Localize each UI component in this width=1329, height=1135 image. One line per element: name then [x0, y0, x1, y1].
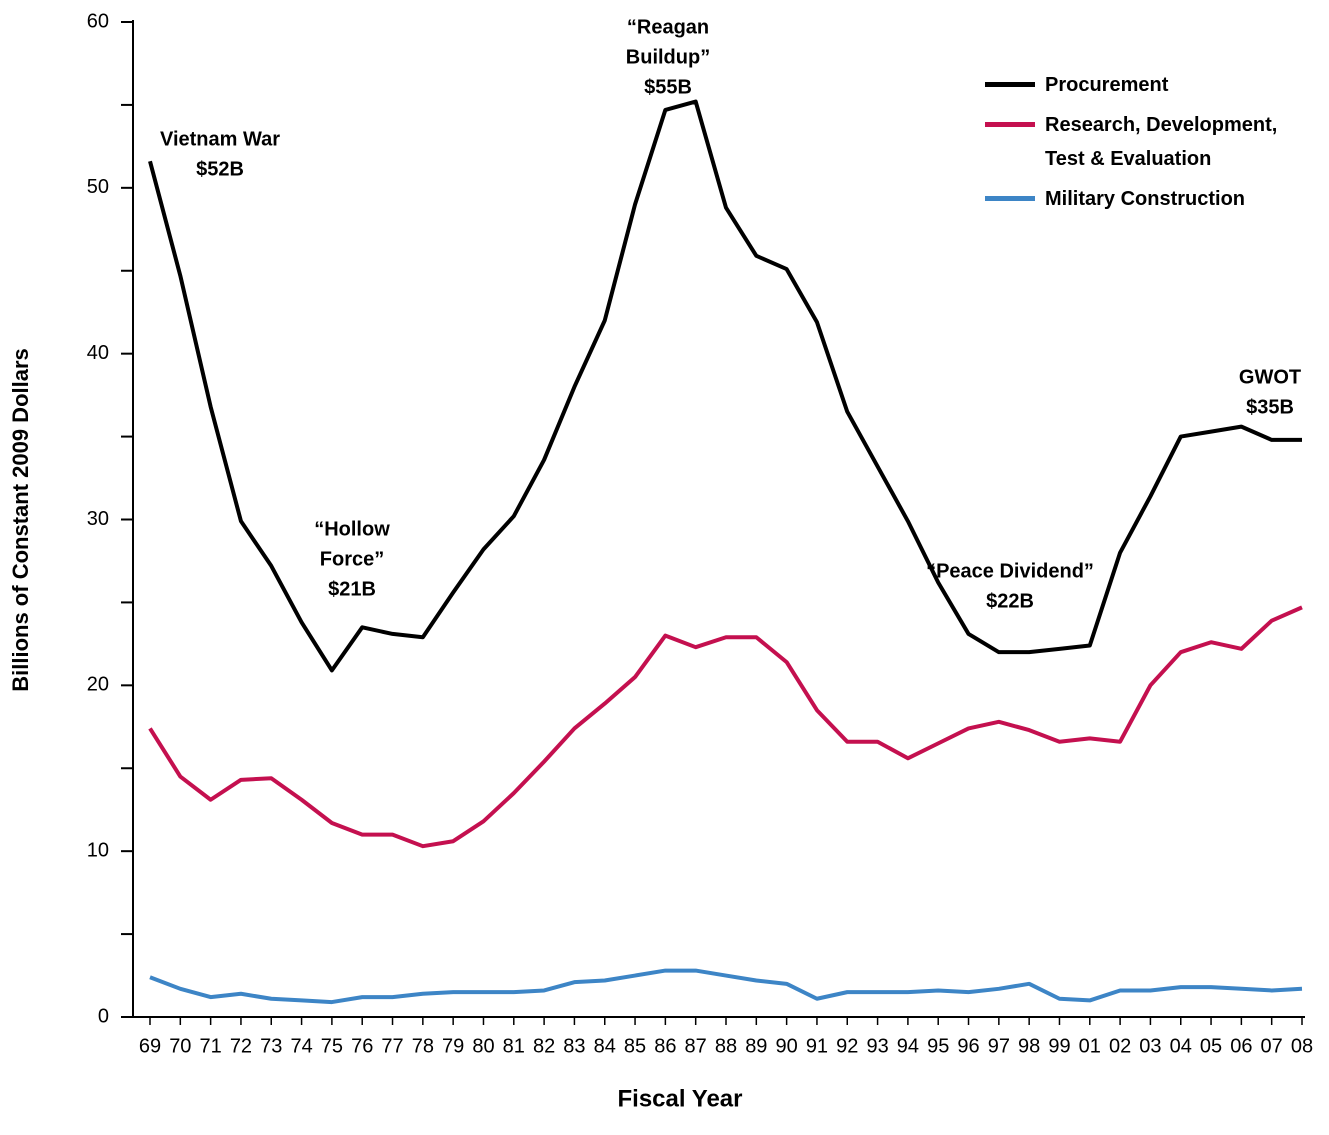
x-tick-label: 79 [442, 1035, 464, 1057]
x-tick-label: 06 [1230, 1035, 1252, 1057]
x-tick-label: 88 [715, 1035, 737, 1057]
legend-swatch [985, 82, 1035, 87]
x-tick-label: 97 [988, 1035, 1010, 1057]
legend-label: Research, Development, Test & Evaluation [1045, 114, 1278, 170]
x-tick-label: 75 [321, 1035, 343, 1057]
x-tick-label: 03 [1139, 1035, 1161, 1057]
x-tick-label: 81 [503, 1035, 525, 1057]
x-tick-label: 82 [533, 1035, 555, 1057]
x-tick-label: 02 [1109, 1035, 1131, 1057]
legend-entry: Research, Development, Test & Evaluation [985, 108, 1285, 176]
x-tick-label: 74 [290, 1035, 312, 1057]
x-axis-title: Fiscal Year [618, 1085, 743, 1112]
annotation: Force” [320, 548, 384, 570]
x-tick-label: 84 [594, 1035, 616, 1057]
annotation: $21B [328, 578, 376, 600]
x-tick-label: 91 [806, 1035, 828, 1057]
x-tick-label: 08 [1291, 1035, 1313, 1057]
x-tick-label: 98 [1018, 1035, 1040, 1057]
annotation: $52B [196, 158, 244, 180]
annotation: GWOT [1239, 366, 1301, 388]
legend-entry: Procurement [985, 68, 1285, 102]
annotation: “Hollow [314, 518, 390, 540]
legend-entry: Military Construction [985, 182, 1285, 216]
x-tick-label: 87 [685, 1035, 707, 1057]
x-tick-label: 80 [472, 1035, 494, 1057]
y-axis-title: Billions of Constant 2009 Dollars [8, 348, 33, 692]
x-tick-label: 72 [230, 1035, 252, 1057]
series-line [149, 968, 1303, 1005]
series-line [148, 605, 1303, 849]
legend-swatch [985, 196, 1035, 201]
annotation: “Peace Dividend” [926, 560, 1094, 582]
y-tick-label: 20 [87, 674, 109, 696]
x-tick-label: 76 [351, 1035, 373, 1057]
x-tick-label: 89 [745, 1035, 767, 1057]
x-tick-label: 85 [624, 1035, 646, 1057]
legend-label: Procurement [1045, 74, 1169, 96]
annotation: $35B [1246, 396, 1294, 418]
annotation: Buildup” [626, 46, 710, 68]
y-tick-label: 0 [98, 1005, 109, 1027]
x-tick-label: 92 [836, 1035, 858, 1057]
x-tick-label: 73 [260, 1035, 282, 1057]
x-tick-label: 99 [1048, 1035, 1070, 1057]
y-tick-label: 50 [87, 176, 109, 198]
x-tick-label: 71 [200, 1035, 222, 1057]
legend: Procurement Research, Development, Test &… [985, 68, 1285, 222]
x-tick-label: 69 [139, 1035, 161, 1057]
annotation: $22B [986, 590, 1034, 612]
x-tick-label: 90 [776, 1035, 798, 1057]
x-tick-label: 96 [957, 1035, 979, 1057]
legend-label: Military Construction [1045, 188, 1246, 210]
x-tick-label: 93 [866, 1035, 888, 1057]
x-tick-label: 77 [381, 1035, 403, 1057]
x-tick-label: 78 [412, 1035, 434, 1057]
annotation: “Reagan [627, 16, 709, 38]
x-tick-label: 01 [1079, 1035, 1101, 1057]
y-tick-label: 10 [87, 839, 109, 861]
x-tick-label: 86 [654, 1035, 676, 1057]
y-tick-label: 40 [87, 342, 109, 364]
annotation: $55B [644, 76, 692, 98]
x-tick-label: 70 [169, 1035, 191, 1057]
x-tick-label: 94 [897, 1035, 919, 1057]
x-tick-label: 04 [1170, 1035, 1192, 1057]
x-tick-label: 05 [1200, 1035, 1222, 1057]
x-tick-label: 83 [563, 1035, 585, 1057]
x-tick-label: 95 [927, 1035, 949, 1057]
series-line [148, 99, 1302, 673]
y-tick-label: 30 [87, 508, 109, 530]
y-tick-label: 60 [87, 10, 109, 32]
legend-swatch [985, 122, 1035, 127]
x-tick-label: 07 [1261, 1035, 1283, 1057]
annotation: Vietnam War [160, 128, 280, 150]
